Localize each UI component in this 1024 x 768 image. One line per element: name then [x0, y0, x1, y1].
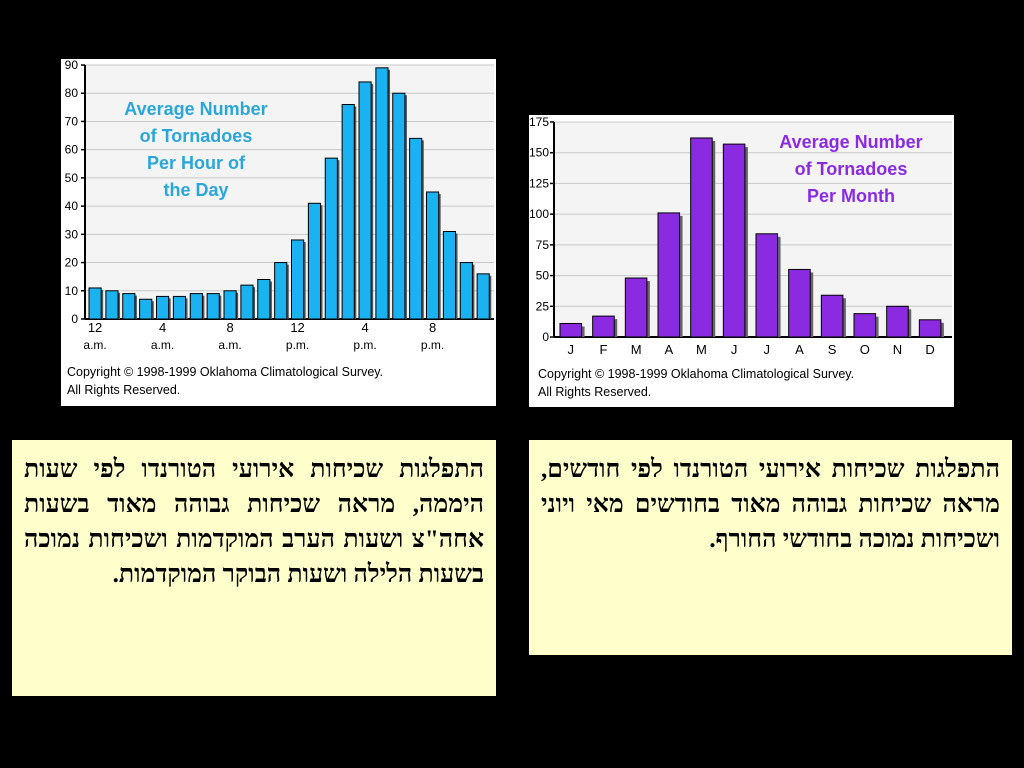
- x-tick-hour: 12: [290, 320, 304, 335]
- chart-title-line: Per Month: [807, 186, 895, 206]
- bar: [459, 262, 473, 320]
- bar: [409, 137, 423, 320]
- copyright-text: Copyright © 1998-1999 Oklahoma Climatolo…: [538, 367, 854, 381]
- y-tick-label: 70: [65, 114, 79, 128]
- y-tick-label: 75: [536, 238, 550, 252]
- x-tick-label: J: [568, 342, 575, 357]
- x-tick-label: J: [731, 342, 738, 357]
- bar: [139, 298, 153, 320]
- bar: [105, 290, 119, 320]
- chart-title-line: of Tornadoes: [795, 159, 908, 179]
- bar: [223, 290, 237, 320]
- bar: [88, 287, 102, 320]
- y-tick-label: 10: [65, 284, 79, 298]
- hourly-description-box: התפלגות שכיחות אירועי הטורנדו לפי שעות ה…: [12, 440, 496, 696]
- bar: [788, 268, 811, 338]
- bar: [291, 239, 305, 320]
- bar: [206, 293, 220, 320]
- x-tick-label: N: [893, 342, 902, 357]
- x-tick-label: M: [631, 342, 642, 357]
- y-tick-label: 175: [529, 115, 549, 129]
- monthly-description-box: התפלגות שכיחות אירועי הטורנדו לפי חודשים…: [529, 440, 1012, 655]
- plot-area: [85, 65, 494, 319]
- monthly-chart-panel: 0 25 50 75 100 125 150 175 J F M A M J J A S O N D Average N…: [529, 115, 954, 407]
- x-tick-label: A: [795, 342, 804, 357]
- bar: [886, 305, 909, 338]
- bar: [341, 104, 355, 320]
- monthly-tornado-chart: 0 25 50 75 100 125 150 175 J F M A M J J A S O N D Average N…: [529, 115, 952, 399]
- chart-title-line: Average Number: [779, 132, 922, 152]
- x-tick-hour: 8: [226, 320, 233, 335]
- bar: [918, 319, 942, 338]
- x-tick-hour: 12: [88, 320, 102, 335]
- x-tick-period: a.m.: [83, 338, 106, 352]
- bar: [657, 212, 681, 338]
- bar: [375, 67, 389, 320]
- bar: [426, 191, 440, 320]
- x-tick-period: a.m.: [151, 338, 174, 352]
- x-tick-label: A: [664, 342, 673, 357]
- y-tick-label: 125: [529, 176, 549, 190]
- chart-title-line: Average Number: [124, 99, 267, 119]
- chart-title-line: the Day: [163, 180, 228, 200]
- y-tick-label: 50: [65, 171, 79, 185]
- x-tick-hour: 4: [159, 320, 166, 335]
- y-tick-label: 150: [529, 146, 549, 160]
- copyright-text: Copyright © 1998-1999 Oklahoma Climatolo…: [67, 365, 383, 379]
- chart-title-line: of Tornadoes: [140, 126, 253, 146]
- bar: [358, 81, 372, 320]
- x-tick-label: O: [860, 342, 870, 357]
- y-tick-label: 40: [65, 199, 79, 213]
- bar: [820, 294, 844, 338]
- hourly-chart-panel: 0 10 20 30 40 50 60 70 80 90 12 a.m. 4 a.m. 8 a.m. 12 p.m…: [61, 59, 496, 406]
- bar: [755, 233, 779, 338]
- x-tick-period: p.m.: [286, 338, 309, 352]
- bar: [690, 137, 713, 338]
- hourly-description-text: התפלגות שכיחות אירועי הטורנדו לפי שעות ה…: [24, 456, 484, 588]
- x-tick-hour: 4: [361, 320, 368, 335]
- y-tick-label: 50: [536, 269, 550, 283]
- bar: [853, 313, 877, 338]
- x-tick-label: F: [599, 342, 607, 357]
- y-tick-label: 60: [65, 143, 79, 157]
- plot-area: [554, 122, 952, 337]
- y-tick-label: 20: [65, 256, 79, 270]
- x-tick-label: S: [828, 342, 837, 357]
- bar: [442, 231, 457, 320]
- x-tick-label: J: [764, 342, 771, 357]
- bar: [240, 284, 254, 320]
- bar: [156, 295, 170, 320]
- chart-title-line: Per Hour of: [147, 153, 246, 173]
- y-tick-label: 90: [65, 59, 79, 72]
- x-tick-period: a.m.: [218, 338, 241, 352]
- y-tick-label: 0: [542, 330, 549, 344]
- bar: [122, 293, 136, 320]
- y-tick-label: 30: [65, 227, 79, 241]
- bar: [392, 92, 406, 320]
- hourly-tornado-chart: 0 10 20 30 40 50 60 70 80 90 12 a.m. 4 a.m. 8 a.m. 12 p.m…: [65, 59, 494, 397]
- bar: [172, 295, 187, 320]
- y-tick-label: 0: [71, 312, 78, 326]
- bar: [324, 157, 338, 320]
- x-tick-label: D: [925, 342, 934, 357]
- y-tick-label: 80: [65, 86, 79, 100]
- bar: [722, 143, 746, 338]
- x-tick-period: p.m.: [421, 338, 444, 352]
- y-tick-label: 100: [529, 207, 549, 221]
- bar: [274, 262, 288, 320]
- x-tick-period: p.m.: [353, 338, 376, 352]
- bar: [307, 202, 322, 320]
- x-tick-label: M: [696, 342, 707, 357]
- copyright-rights: All Rights Reserved.: [67, 383, 180, 397]
- bar: [559, 322, 583, 338]
- x-tick-hour: 8: [429, 320, 436, 335]
- bar: [257, 278, 271, 320]
- bar: [592, 315, 615, 338]
- bar: [476, 273, 490, 320]
- bar: [624, 277, 648, 338]
- y-tick-label: 25: [536, 299, 550, 313]
- copyright-rights: All Rights Reserved.: [538, 385, 651, 399]
- monthly-description-text: התפלגות שכיחות אירועי הטורנדו לפי חודשים…: [541, 456, 1000, 553]
- bar: [189, 293, 203, 320]
